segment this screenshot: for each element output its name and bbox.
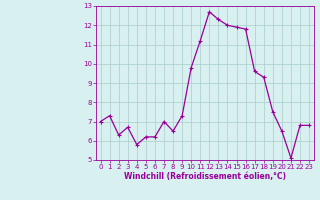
X-axis label: Windchill (Refroidissement éolien,°C): Windchill (Refroidissement éolien,°C) [124, 172, 286, 181]
